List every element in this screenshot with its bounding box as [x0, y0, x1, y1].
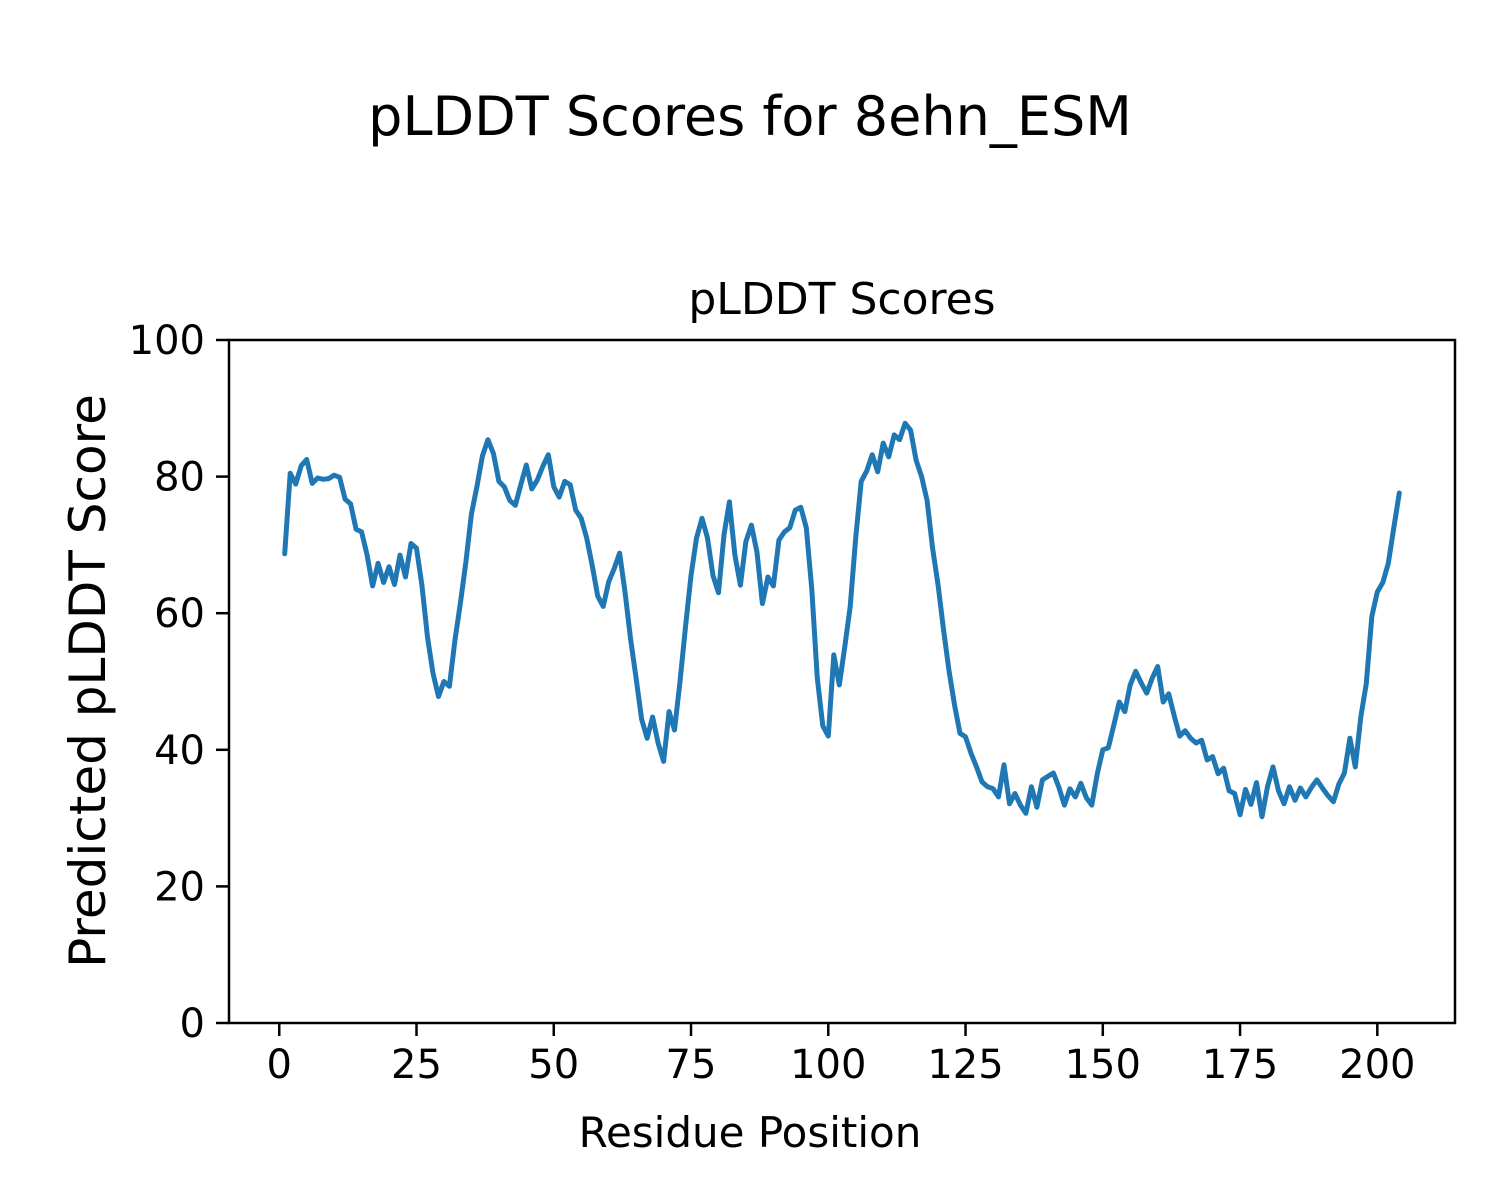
plddt-line: [282, 420, 1402, 820]
x-tick-label: 50: [528, 1042, 579, 1088]
x-axis-label: Residue Position: [578, 1108, 922, 1157]
y-tick-label: 0: [180, 1001, 205, 1047]
x-tick-label: 75: [666, 1042, 717, 1088]
y-tick-label: 80: [154, 455, 205, 501]
y-tick-label: 60: [154, 591, 205, 637]
x-tick-label: 200: [1339, 1042, 1415, 1088]
axes-frame: [227, 338, 1457, 1025]
x-tick-label: 25: [391, 1042, 442, 1088]
y-tick-label: 20: [154, 864, 205, 910]
x-tick-label: 175: [1202, 1042, 1278, 1088]
x-tick-label: 0: [267, 1042, 292, 1088]
x-tick-label: 125: [927, 1042, 1003, 1088]
y-tick-label: 100: [129, 318, 205, 364]
y-tick-label: 40: [154, 728, 205, 774]
figure-suptitle: pLDDT Scores for 8ehn_ESM: [368, 85, 1132, 148]
x-tick-label: 150: [1065, 1042, 1141, 1088]
axes-title: pLDDT Scores: [688, 274, 996, 325]
x-tick-label: 100: [790, 1042, 866, 1088]
